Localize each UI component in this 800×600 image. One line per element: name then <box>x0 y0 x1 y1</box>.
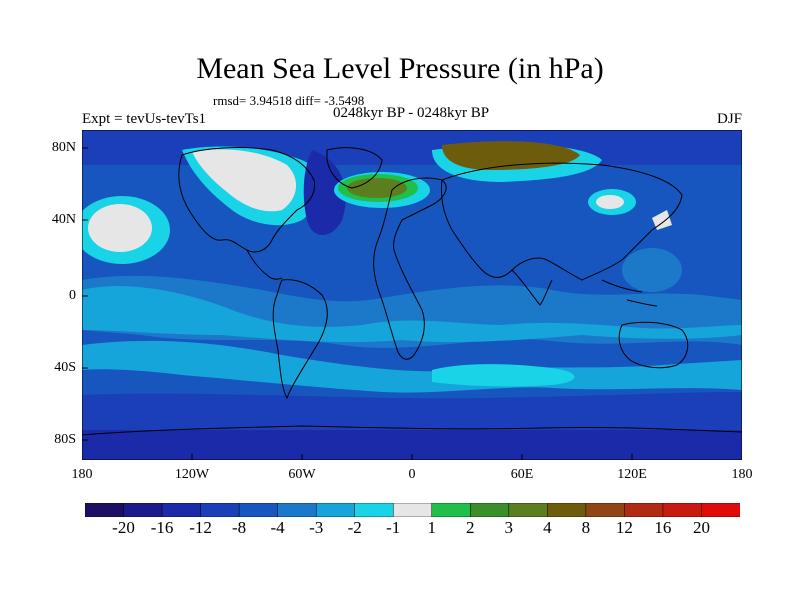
colorbar-label: -12 <box>189 518 212 537</box>
colorbar-swatch <box>200 503 240 517</box>
field-na-white <box>192 149 297 212</box>
colorbar-swatch <box>392 503 433 517</box>
field-asia-white <box>596 195 624 209</box>
season-text: DJF <box>716 111 742 127</box>
colorbar-swatch <box>315 503 356 517</box>
colorbar-label: -3 <box>309 518 324 537</box>
colorbar-label: 8 <box>581 518 591 537</box>
colorbar-label: 16 <box>654 518 672 537</box>
colorbar-swatch <box>85 503 125 517</box>
lon-label-120e: 120E <box>617 467 647 482</box>
colorbar-swatch <box>662 503 703 517</box>
field-cyan-belt <box>82 286 742 343</box>
colorbar-label: 12 <box>615 518 633 537</box>
field-japan <box>652 210 672 230</box>
colorbar-label: -1 <box>386 518 401 537</box>
colorbar-label: -4 <box>270 518 285 537</box>
field-pacific-patch <box>622 248 682 292</box>
lat-label-40s: 40S <box>54 360 76 375</box>
colorbar-swatch <box>701 503 740 517</box>
colorbar-swatch <box>161 503 202 517</box>
chart-title: Mean Sea Level Pressure (in hPa) <box>196 52 604 85</box>
colorbar-swatch <box>277 503 317 517</box>
lat-label-80s: 80S <box>54 432 76 447</box>
lon-label-180e: 180 <box>731 467 753 482</box>
lon-label-120w: 120W <box>174 467 210 482</box>
field-southern-cyan <box>432 364 575 387</box>
colorbar-label: -8 <box>232 518 247 537</box>
colorbar-label: 1 <box>427 518 437 537</box>
lon-label-60w: 60W <box>288 467 316 482</box>
lat-label-80n: 80N <box>51 140 76 155</box>
stats-text: rmsd= 3.94518 diff= -3.5498 <box>213 93 365 108</box>
colorbar-label: 20 <box>693 518 710 537</box>
colorbar-swatch <box>470 503 510 517</box>
field-atlantic-low <box>303 150 346 235</box>
field-southern-belt <box>82 340 742 393</box>
lon-label-60e: 60E <box>510 467 534 482</box>
lon-label-180w: 180 <box>71 467 93 482</box>
colorbar-label: -16 <box>150 518 174 537</box>
colorbar-swatch <box>547 503 587 517</box>
colorbar-label: 3 <box>504 518 514 537</box>
colorbar-swatch <box>354 503 394 517</box>
pressure-map <box>81 129 743 461</box>
period-text: 0248kyr BP - 0248kyr BP <box>332 105 490 121</box>
colorbar-swatch <box>585 503 626 517</box>
colorbar-swatch <box>238 503 279 517</box>
colorbar-label: -20 <box>112 518 135 537</box>
colorbar-label: 2 <box>466 518 475 537</box>
experiment-text: Expt = tevUs-tevTs1 <box>82 111 207 127</box>
lon-label-0: 0 <box>408 467 416 482</box>
field-eurasia-olive <box>347 178 407 198</box>
coastlines <box>82 147 742 436</box>
colorbar-swatch <box>431 503 472 517</box>
colorbar-swatch <box>624 503 664 517</box>
colorbar-label: -2 <box>347 518 362 537</box>
colorbar-swatch <box>508 503 549 517</box>
colorbar-label: 4 <box>543 518 552 537</box>
colorbar-swatch <box>123 503 163 517</box>
field-npac-white <box>88 204 152 252</box>
lat-label-40n: 40N <box>51 212 76 227</box>
map-panel <box>81 129 743 461</box>
field-antarctic <box>82 430 742 460</box>
colorbar <box>85 503 740 517</box>
lat-label-0: 0 <box>69 288 76 303</box>
